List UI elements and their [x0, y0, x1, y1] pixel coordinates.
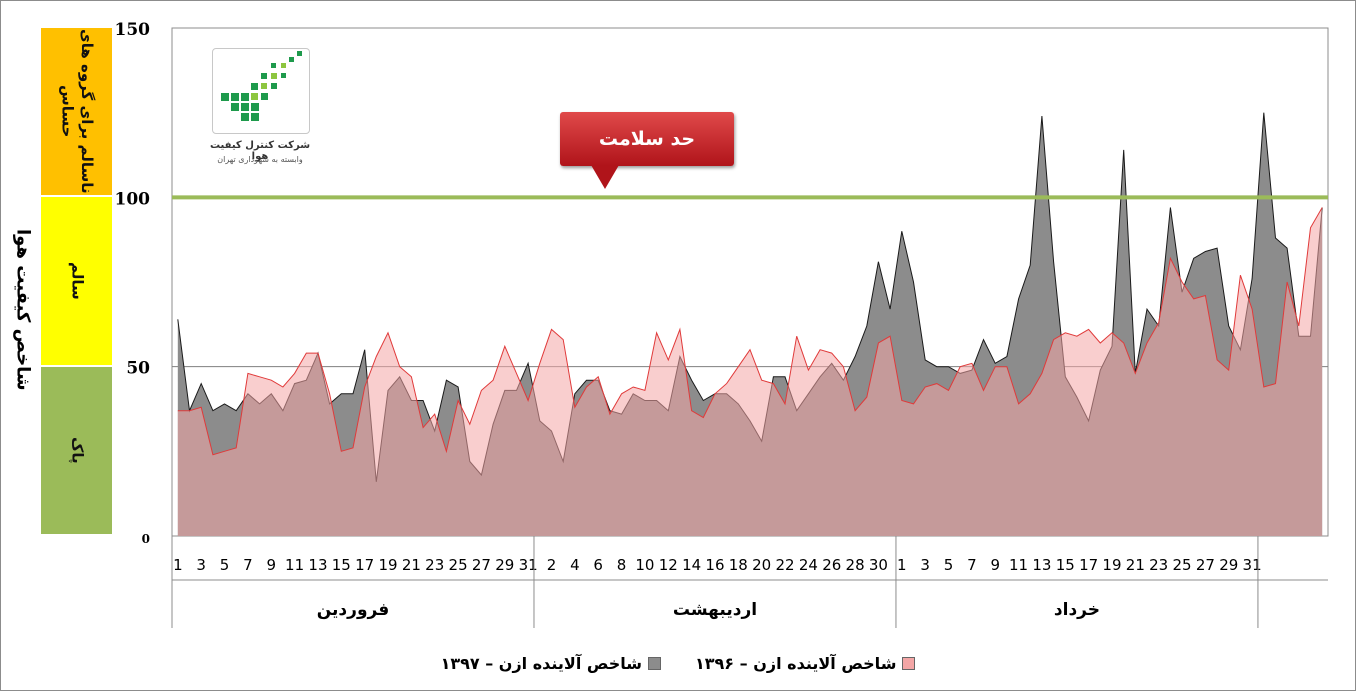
- logo-company-name: شرکت کنترل کیفیت هوا: [209, 140, 311, 162]
- x-tick-label-16: 2: [547, 556, 557, 574]
- x-tick-label-2: 5: [220, 556, 230, 574]
- x-tick-label-12: 25: [449, 556, 468, 574]
- x-tick-label-33: 5: [944, 556, 954, 574]
- series-1396-line: [177, 207, 1323, 456]
- x-tick-label-42: 23: [1149, 556, 1168, 574]
- x-tick-label-34: 7: [967, 556, 977, 574]
- logo-mark-icon: [212, 48, 310, 134]
- x-tick-label-36: 11: [1009, 556, 1028, 574]
- threshold-callout-pointer: [591, 165, 619, 189]
- y-tick-label-2: 100: [115, 189, 151, 209]
- x-tick-label-19: 8: [617, 556, 627, 574]
- x-tick-label-15: 31: [519, 556, 538, 574]
- x-tick-label-41: 21: [1126, 556, 1145, 574]
- band-label-unhealthy-sensitive: ناسالم برای گروه های حساس: [58, 29, 97, 194]
- y-axis-title: شاخص کیفیت هوا: [6, 200, 40, 420]
- legend-item-1397: شاخص آلاینده ازن – ۱۳۹۷: [441, 654, 661, 673]
- x-tick-label-46: 31: [1243, 556, 1262, 574]
- x-tick-label-37: 13: [1032, 556, 1051, 574]
- x-tick-label-35: 9: [990, 556, 1000, 574]
- month-label-1: اردیبهشت: [673, 600, 757, 620]
- x-tick-label-31: 1: [897, 556, 907, 574]
- x-tick-label-28: 26: [822, 556, 841, 574]
- x-tick-label-0: 1: [173, 556, 183, 574]
- legend-swatch-1396: [902, 656, 916, 670]
- y-tick-label-3: 150: [115, 20, 151, 40]
- x-tick-label-17: 4: [570, 556, 580, 574]
- x-tick-label-11: 23: [425, 556, 444, 574]
- month-label-2: خرداد: [1054, 600, 1100, 620]
- series-layer: [177, 112, 1323, 536]
- x-tick-label-29: 28: [846, 556, 865, 574]
- threshold-callout-label: حد سلامت: [598, 128, 696, 150]
- x-tick-label-1: 3: [196, 556, 206, 574]
- legend-swatch-1397: [648, 656, 661, 670]
- x-tick-label-10: 21: [402, 556, 421, 574]
- logo-company-sub: وابسته به شهرداری تهران: [217, 155, 303, 164]
- x-tick-label-27: 24: [799, 556, 818, 574]
- y-tick-label-1: 50: [126, 359, 150, 379]
- x-tick-label-43: 25: [1172, 556, 1191, 574]
- x-tick-label-8: 17: [355, 556, 374, 574]
- x-tick-label-25: 20: [752, 556, 771, 574]
- legend-label-1397: شاخص آلاینده ازن – ۱۳۹۷: [440, 653, 642, 673]
- x-tick-label-23: 16: [705, 556, 724, 574]
- x-tick-label-22: 14: [682, 556, 701, 574]
- x-tick-label-45: 29: [1219, 556, 1238, 574]
- x-tick-label-13: 27: [472, 556, 491, 574]
- x-tick-label-39: 17: [1079, 556, 1098, 574]
- company-logo: شرکت کنترل کیفیت هوا وابسته به شهرداری ت…: [200, 46, 320, 172]
- legend: شاخص آلاینده ازن – ۱۳۹۷ شاخص آلاینده ازن…: [0, 648, 1356, 678]
- x-tick-label-20: 10: [635, 556, 654, 574]
- x-tick-label-5: 11: [285, 556, 304, 574]
- x-tick-label-9: 19: [378, 556, 397, 574]
- x-tick-label-32: 3: [920, 556, 930, 574]
- threshold-callout: حد سلامت: [560, 112, 734, 166]
- x-tick-label-6: 13: [308, 556, 327, 574]
- x-tick-label-4: 9: [266, 556, 276, 574]
- y-tick-label-0: 0: [142, 532, 150, 546]
- band-label-healthy: سالم: [68, 262, 87, 300]
- x-tick-label-38: 15: [1056, 556, 1075, 574]
- y-axis-title-text: شاخص کیفیت هوا: [12, 229, 34, 391]
- month-label-0: فروردین: [317, 600, 389, 620]
- band-unhealthy-sensitive: ناسالم برای گروه های حساس: [41, 28, 112, 196]
- x-tick-label-7: 15: [332, 556, 351, 574]
- x-tick-label-14: 29: [495, 556, 514, 574]
- x-tick-label-21: 12: [659, 556, 678, 574]
- legend-item-1396: شاخص آلاینده ازن – ۱۳۹۶: [695, 653, 916, 673]
- x-tick-label-30: 30: [869, 556, 888, 574]
- x-tick-label-3: 7: [243, 556, 253, 574]
- x-tick-label-24: 18: [729, 556, 748, 574]
- x-tick-label-44: 27: [1196, 556, 1215, 574]
- band-label-clean: پاک: [68, 437, 87, 464]
- series-1396-area: [177, 207, 1323, 536]
- legend-label-1396: شاخص آلاینده ازن – ۱۳۹۶: [695, 653, 897, 673]
- band-clean: پاک: [41, 366, 112, 534]
- band-healthy: سالم: [41, 197, 112, 365]
- x-tick-label-18: 6: [593, 556, 603, 574]
- x-tick-label-40: 19: [1102, 556, 1121, 574]
- x-tick-label-26: 22: [775, 556, 794, 574]
